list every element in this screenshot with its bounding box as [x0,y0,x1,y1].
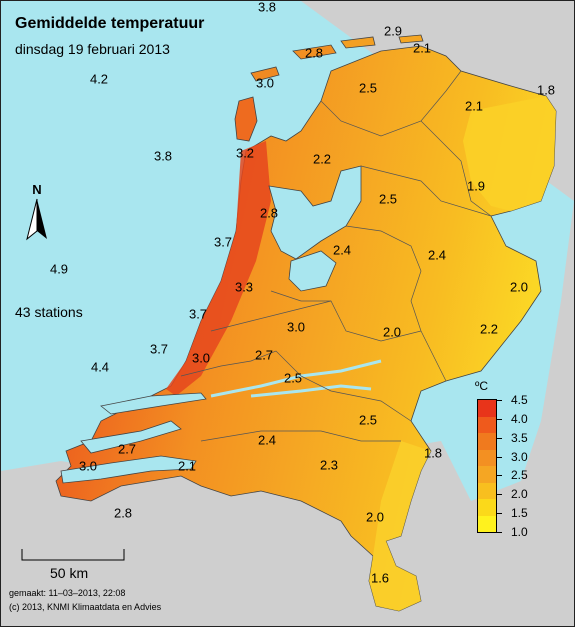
warm-coastal-zone [166,141,271,396]
temperature-label: 2.8 [259,205,279,221]
legend-swatch [478,515,496,532]
temperature-label: 1.6 [370,570,390,586]
temperature-label: 3.7 [188,306,208,322]
temperature-label: 3.0 [255,75,275,91]
province-borders [180,70,492,442]
westerschelde [60,455,197,484]
temperature-label: 2.1 [464,98,484,114]
temperature-label: 4.2 [89,71,109,87]
footer-copyright: (c) 2013, KNMI Klimaatdata en Advies [9,602,162,612]
temperature-label: 3.2 [235,145,255,161]
legend-swatch [478,416,496,433]
temperature-label: 3.0 [78,458,98,474]
temperature-label: 3.7 [213,234,233,250]
scale-bar [21,549,125,561]
haringvliet [100,392,207,415]
scale-label: 50 km [50,565,89,581]
temperature-label: 2.4 [427,247,447,263]
temperature-label: 1.9 [466,178,486,194]
legend-tick-mark [496,513,502,515]
temperature-label: 2.8 [113,505,133,521]
legend-swatch [478,466,496,483]
temperature-label: 2.8 [304,45,324,61]
temperature-label: 2.4 [257,432,277,448]
island-ameland [340,36,376,49]
legend-tick-label: 2.5 [511,468,528,483]
temperature-label: 2.5 [358,412,378,428]
cool-eastern-zone [463,96,556,211]
legend-tick-label: 3.0 [511,449,528,464]
legend-tick-mark [496,418,502,420]
oosterschelde [80,420,182,454]
map-subtitle: dinsdag 19 februari 2013 [15,41,170,57]
temperature-label: 2.3 [319,457,339,473]
temperature-label: 2.0 [365,509,385,525]
temperature-label: 2.7 [254,347,274,363]
temperature-label: 2.0 [509,279,529,295]
legend-tick-label: 2.0 [511,487,528,502]
legend-color-bar [477,399,497,533]
ijsselmeer [268,165,362,260]
legend-tick-label: 3.5 [511,430,528,445]
temperature-label: 1.8 [423,445,443,461]
legend-swatch [478,433,496,450]
temperature-label: 2.5 [358,80,378,96]
legend-swatch [478,449,496,466]
island-vlieland [250,66,280,82]
legend-tick-mark [496,437,502,439]
station-count: 43 stations [15,304,83,320]
cool-south-zone [369,441,431,611]
temperature-label: 2.2 [479,321,499,337]
legend-tick-label: 1.0 [511,525,528,539]
temperature-label: 2.7 [117,441,137,457]
temperature-label: 2.4 [332,242,352,258]
temperature-label: 2.5 [378,191,398,207]
temperature-label: 3.0 [191,350,211,366]
temperature-label: 3.3 [234,279,254,295]
legend-swatch [478,482,496,499]
island-schiermonnikoog [398,34,424,44]
legend-tick-mark [496,400,502,401]
legend-tick-mark [496,494,502,496]
legend-tick-mark [496,456,502,458]
temperature-label: 4.4 [90,359,110,375]
temperature-label: 3.7 [149,341,169,357]
temperature-label: 3.8 [153,148,173,164]
temperature-label: 3.8 [257,0,277,15]
temperature-label: 2.1 [412,40,432,56]
legend-unit: ºC [475,379,489,393]
temperature-label: 2.5 [283,370,303,386]
temperature-label: 2.2 [312,151,332,167]
footer-made: gemaakt: 11–03–2013, 22:08 [9,588,126,598]
markermeer [288,250,337,292]
north-arrow-icon: N [26,182,47,241]
temperature-label: 1.8 [536,82,556,98]
legend-tick-label: 4.0 [511,411,528,426]
legend-tick-mark [496,532,502,533]
legend-swatch [478,499,496,516]
legend-tick-label: 1.5 [511,506,528,521]
island-texel [234,96,258,142]
temperature-label: 2.1 [177,458,197,474]
legend: 4.5 4.0 3.5 3.0 2.5 2.0 1.5 1.0 [477,393,567,543]
temperature-label: 2.0 [382,324,402,340]
legend-tick-mark [496,475,502,477]
map-title: Gemiddelde temperatuur [15,15,205,32]
island-terschelling [292,44,337,60]
legend-swatch [478,400,496,417]
legend-tick-label: 4.5 [511,393,528,407]
temperature-label: 2.9 [383,23,403,39]
temperature-label: 4.9 [49,261,69,277]
temperature-label: 3.0 [286,319,306,335]
north-label: N [32,182,41,197]
